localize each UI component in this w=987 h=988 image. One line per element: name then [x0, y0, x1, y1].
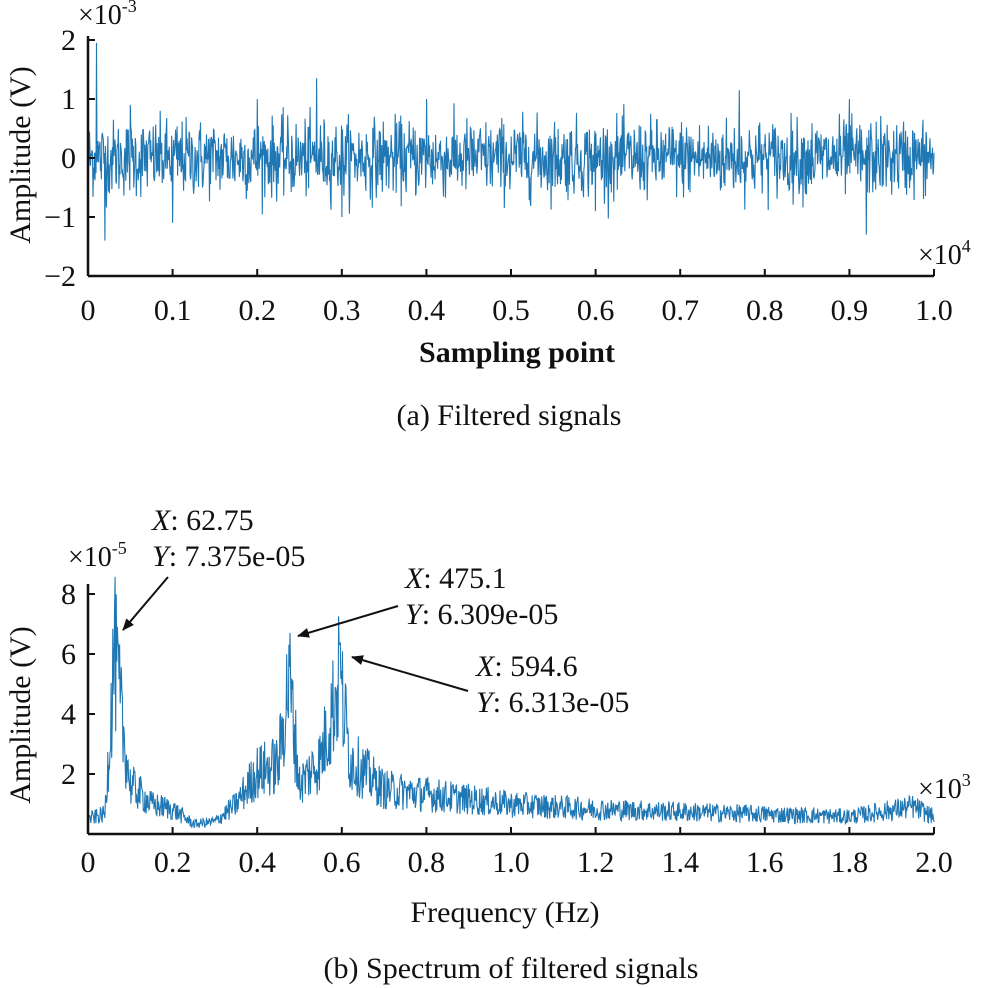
spectrum-trace: [87, 576, 935, 829]
panel-b-x-tick-label: 1.2: [577, 846, 615, 879]
panel-b-x-tick-label: 1.6: [746, 846, 784, 879]
panel-a-caption: (a) Filtered signals: [397, 399, 622, 432]
annotation-1-y-line: Y: 7.375e-05: [152, 540, 305, 573]
panel-a-y-tick-labels: −2 −1 0 1 2: [44, 24, 76, 293]
panel-b-x-tick-label: 0: [81, 846, 96, 879]
signal-line: [87, 42, 935, 241]
annotation-peak-2: X: 475.1 Y: 6.309e-05: [297, 562, 558, 638]
panel-b-spectrum-plot: 0 0.2 0.4 0.6 0.8 1.0 1.2 1.4 1.6 1.8 2.0 2 4 6 8 Amp…: [4, 504, 971, 985]
panel-a-y-multiplier: ×10-3: [78, 0, 137, 31]
panel-a-x-tick-label: 1.0: [915, 294, 953, 327]
panel-a-x-tick-label: 0.9: [831, 294, 869, 327]
panel-a-x-tick-label: 0.4: [408, 294, 446, 327]
panel-b-x-multiplier: ×103: [918, 770, 971, 805]
panel-a-x-tick-label: 0.7: [661, 294, 699, 327]
spectrum-line: [87, 576, 935, 829]
panel-b-x-tick-label: 1.8: [831, 846, 869, 879]
panel-b-x-tick-labels: 0 0.2 0.4 0.6 0.8 1.0 1.2 1.4 1.6 1.8 2.0: [81, 846, 953, 879]
annotation-peak-3: X: 594.6 Y: 6.313e-05: [351, 650, 629, 719]
annotation-2-x-line: X: 475.1: [404, 562, 507, 595]
annotation-3-y-line: Y: 6.313e-05: [476, 686, 629, 719]
panel-a-y-tick-label: 1: [61, 83, 76, 116]
panel-b-x-tick-label: 1.0: [492, 846, 530, 879]
panel-b-x-tick-label: 2.0: [915, 846, 953, 879]
panel-b-caption: (b) Spectrum of filtered signals: [324, 952, 699, 985]
panel-a-x-tick-label: 0.8: [746, 294, 784, 327]
panel-a-y-tick-label: 2: [61, 24, 76, 57]
panel-b-y-tick-label: 4: [61, 698, 76, 731]
panel-a-y-tick-label: 0: [61, 142, 76, 175]
panel-b-y-tick-label: 6: [61, 638, 76, 671]
panel-b-y-multiplier: ×10-5: [68, 538, 127, 573]
panel-b-x-tick-label: 1.4: [661, 846, 699, 879]
panel-a-x-axis-label: Sampling point: [419, 336, 615, 369]
panel-a-x-tick-labels: 0 0.1 0.2 0.3 0.4 0.5 0.6 0.7 0.8 0.9 1.0: [81, 294, 953, 327]
panel-b-x-tick-label: 0.6: [323, 846, 361, 879]
panel-a-y-axis-label: Amplitude (V): [4, 66, 37, 243]
panel-a-y-tick-label: −2: [44, 260, 76, 293]
panel-b-x-axis-label: Frequency (Hz): [410, 896, 599, 929]
panel-b-x-tick-label: 0.4: [238, 846, 276, 879]
panel-b-y-axis-label: Amplitude (V): [4, 626, 37, 803]
panel-a-x-tick-label: 0.3: [323, 294, 361, 327]
panel-a-y-tick-label: −1: [44, 201, 76, 234]
signal-trace: [87, 42, 935, 241]
panel-b-y-tick-label: 2: [61, 758, 76, 791]
annotation-1-x-line: X: 62.75: [151, 504, 254, 537]
panel-b-y-tick-labels: 2 4 6 8: [61, 578, 76, 791]
panel-a-x-tick-label: 0.5: [492, 294, 530, 327]
panel-b-axes: [86, 584, 935, 836]
panel-a-signal-plot: 0 0.1 0.2 0.3 0.4 0.5 0.6 0.7 0.8 0.9 1.0 −2−1012 …: [4, 0, 971, 432]
panel-a-x-tick-label: 0: [81, 294, 96, 327]
panel-a-x-tick-label: 0.1: [154, 294, 192, 327]
panel-b-y-tick-label: 8: [61, 578, 76, 611]
annotation-2-y-line: Y: 6.309e-05: [405, 598, 558, 631]
panel-a-x-multiplier: ×104: [918, 236, 971, 271]
annotation-3-x-line: X: 594.6: [475, 650, 578, 683]
annotation-2-arrow: [297, 605, 399, 638]
annotation-1-arrow: [122, 576, 169, 631]
annotation-peak-1: X: 62.75 Y: 7.375e-05: [122, 504, 305, 631]
panel-a-axes: [86, 36, 935, 278]
panel-a-x-tick-label: 0.6: [577, 294, 615, 327]
panel-a-x-tick-label: 0.2: [238, 294, 276, 327]
annotation-3-arrow: [351, 655, 469, 692]
panel-b-x-tick-label: 0.8: [408, 846, 446, 879]
panel-b-x-tick-label: 0.2: [154, 846, 192, 879]
